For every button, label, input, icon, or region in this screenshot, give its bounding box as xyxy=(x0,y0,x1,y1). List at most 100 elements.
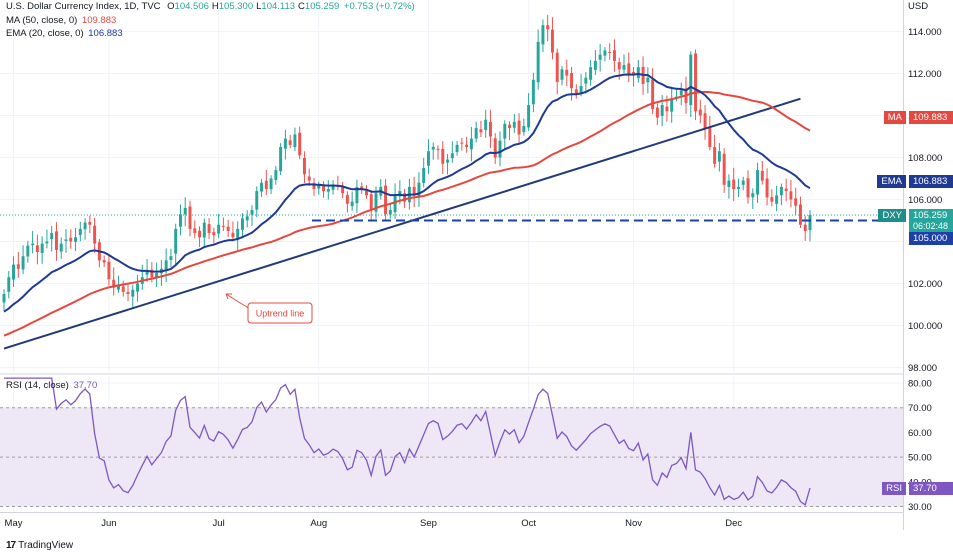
candle-body xyxy=(283,138,287,149)
candle-body xyxy=(431,147,435,150)
candle-body xyxy=(345,194,349,204)
candle-body xyxy=(393,195,397,213)
candle-body xyxy=(350,201,354,207)
annotation-arrowhead xyxy=(225,293,232,300)
brand-name: TradingView xyxy=(18,540,74,551)
candle-body xyxy=(546,25,550,30)
candle-body xyxy=(174,228,178,254)
annotation-box[interactable] xyxy=(247,302,313,324)
candle-body xyxy=(341,186,345,194)
candle-body xyxy=(7,277,11,292)
candle-body xyxy=(608,51,612,53)
candle-body xyxy=(665,106,669,112)
legend-ma[interactable]: MA (50, close, 0) 109.883 xyxy=(6,15,116,27)
candle-body xyxy=(269,178,273,190)
candle-body xyxy=(245,216,249,221)
candle-body xyxy=(598,54,602,60)
candle-body xyxy=(26,245,30,257)
ohlc-c: C105.259 xyxy=(298,1,340,12)
legend-rsi[interactable]: RSI (14, close) 37.70 xyxy=(6,380,97,392)
candle-body xyxy=(498,140,502,158)
candle-body xyxy=(78,228,82,236)
candle-body xyxy=(541,25,545,45)
candle-body xyxy=(484,119,488,131)
candle-body xyxy=(384,185,388,215)
candle-body xyxy=(655,107,659,118)
tradingview-logo[interactable]: 17 TradingView xyxy=(6,540,73,551)
legend-ema[interactable]: EMA (20, close, 0) 106.883 xyxy=(6,28,123,40)
candle-body xyxy=(560,69,564,80)
candle-body xyxy=(736,186,740,189)
candle-body xyxy=(21,256,25,270)
price-axis-currency: USD xyxy=(908,1,928,12)
candle-body xyxy=(741,180,745,185)
candle-body xyxy=(240,218,244,230)
candle-body xyxy=(226,226,230,231)
price-tick-label: 98.000 xyxy=(908,363,937,374)
price-tick-label: 108.000 xyxy=(908,153,942,164)
candle-body xyxy=(622,65,626,70)
rsi-label: RSI (14, close) xyxy=(6,380,69,391)
time-tick-label: Dec xyxy=(725,518,742,529)
candle-body xyxy=(779,186,783,196)
candle-body xyxy=(102,260,106,263)
candle-body xyxy=(679,90,683,96)
ema-badge: EMA 106.883 xyxy=(877,175,953,188)
candle-body xyxy=(369,194,373,210)
candle-body xyxy=(131,289,135,297)
candle-body xyxy=(555,52,559,82)
candle-body xyxy=(250,210,254,215)
candle-body xyxy=(403,193,407,202)
candle-body xyxy=(107,261,111,280)
candle-body xyxy=(88,221,92,225)
candle-body xyxy=(302,157,306,175)
candle-body xyxy=(722,153,726,185)
ma-50-line xyxy=(3,90,811,337)
candle-body xyxy=(713,147,717,164)
candle-body xyxy=(708,127,712,147)
candle-body xyxy=(288,140,292,145)
rsi-value: 37.70 xyxy=(73,380,98,391)
candle-body xyxy=(550,29,554,53)
legend-main[interactable]: U.S. Dollar Currency Index, 1D, TVC O104… xyxy=(6,1,415,13)
candle-body xyxy=(784,188,788,192)
uptrend-line[interactable] xyxy=(3,97,801,350)
candle-body xyxy=(193,228,197,234)
ema-badge-tag: EMA xyxy=(877,175,906,188)
candle-body xyxy=(236,228,240,240)
candle-body xyxy=(59,243,63,252)
rsi-badge-tag: RSI xyxy=(882,482,906,495)
candle-body xyxy=(503,123,507,139)
candle-body xyxy=(517,120,521,135)
candle-body xyxy=(364,190,368,196)
ma-label: MA (50, close, 0) xyxy=(6,15,78,26)
candle-body xyxy=(116,285,120,290)
price-axis-ticks[interactable]: 114.000112.000110.000108.000106.000104.0… xyxy=(908,27,942,374)
support-badge: 105.000 xyxy=(909,232,953,245)
ema-label: EMA (20, close, 0) xyxy=(6,28,84,39)
candle-body xyxy=(765,178,769,198)
candle-body xyxy=(136,283,140,292)
candle-body xyxy=(751,193,755,198)
candle-body xyxy=(803,224,807,231)
candle-body xyxy=(188,206,192,229)
rsi-tick-label: 70.00 xyxy=(908,403,932,414)
candle-body xyxy=(198,230,202,238)
candle-body xyxy=(231,232,235,238)
candles xyxy=(2,14,812,311)
candle-body xyxy=(217,224,221,234)
candle-body xyxy=(565,69,569,76)
candle-body xyxy=(121,286,125,292)
price-tick-label: 102.000 xyxy=(908,279,942,290)
support-badge-value: 105.000 xyxy=(909,232,953,245)
candle-body xyxy=(16,264,20,269)
candle-body xyxy=(694,53,698,112)
candle-body xyxy=(35,245,39,252)
candle-body xyxy=(331,184,335,190)
rsi-line xyxy=(4,377,811,506)
candle-body xyxy=(584,77,588,84)
candle-body xyxy=(646,77,650,83)
candle-body xyxy=(69,237,73,242)
time-axis-ticks[interactable]: May Jun Jul Aug Sep Oct Nov Dec xyxy=(5,518,743,529)
